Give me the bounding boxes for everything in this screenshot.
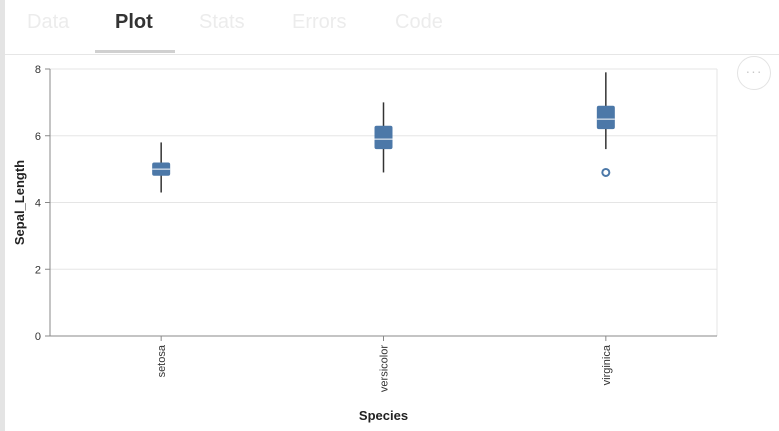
box-setosa — [152, 142, 171, 193]
y-tick-label: 2 — [35, 264, 41, 276]
more-horizontal-icon: ··· — [745, 63, 763, 79]
tab-stats[interactable]: Stats — [199, 11, 245, 33]
box-body — [596, 105, 615, 130]
tab-plot[interactable]: Plot — [115, 11, 153, 33]
y-tick-label: 0 — [35, 331, 41, 343]
tab-errors[interactable]: Errors — [292, 11, 347, 33]
box-versicolor — [374, 102, 393, 173]
x-tick-label: setosa — [156, 344, 168, 377]
tab-bar: Data Plot Stats Errors Code — [5, 0, 779, 55]
x-tick-label: virginica — [601, 344, 613, 385]
x-tick-label: versicolor — [379, 345, 391, 392]
panel-left-edge — [0, 0, 5, 431]
tab-data[interactable]: Data — [27, 11, 70, 33]
tab-code[interactable]: Code — [395, 11, 443, 33]
active-tab-indicator — [95, 50, 175, 53]
chart-menu-button[interactable]: ··· — [737, 56, 771, 90]
outlier-point — [601, 167, 611, 177]
y-tick-label: 8 — [35, 64, 41, 76]
x-axis-title: Species — [359, 408, 408, 423]
y-tick-label: 4 — [35, 198, 41, 210]
box-virginica — [596, 72, 615, 177]
box-body — [374, 125, 393, 150]
y-tick-label: 6 — [35, 131, 41, 143]
y-axis-title: Sepal_Length — [12, 160, 27, 245]
